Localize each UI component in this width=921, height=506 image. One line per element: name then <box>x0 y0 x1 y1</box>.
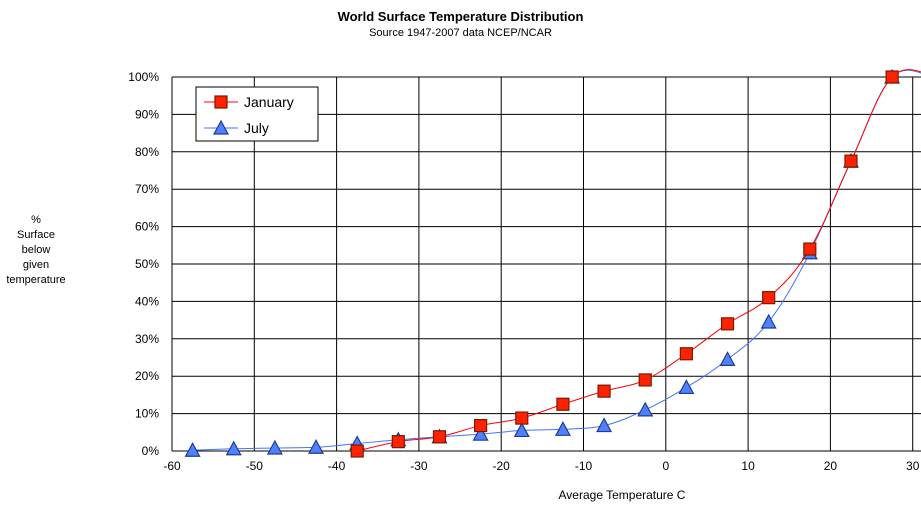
data-point-january <box>597 384 611 398</box>
legend-marker-january <box>214 95 228 109</box>
x-tick-label: -50 <box>246 459 264 473</box>
data-point-january <box>803 242 817 256</box>
y-axis-label-line: below <box>21 244 51 256</box>
data-point-july <box>266 439 283 455</box>
y-tick-label: 10% <box>135 407 159 421</box>
data-point-january <box>515 411 529 425</box>
data-point-january <box>432 430 447 444</box>
data-point-january <box>638 373 652 387</box>
y-axis-label-line: % <box>31 214 41 226</box>
data-point-january <box>391 435 405 449</box>
data-point-january <box>474 418 488 433</box>
data-point-january <box>844 154 858 168</box>
legend-marker-july <box>212 119 230 135</box>
data-point-july <box>184 441 201 457</box>
x-tick-label: 10 <box>741 459 755 473</box>
x-tick-label: -20 <box>493 459 511 473</box>
x-tick-label: -60 <box>163 459 181 473</box>
chart-subtitle: Source 1947-2007 data NCEP/NCAR <box>369 27 552 39</box>
y-axis-label: % Surface below given temperature <box>0 213 72 288</box>
y-axis-label-line: temperature <box>6 274 66 286</box>
data-point-july <box>554 421 571 436</box>
y-tick-label: 90% <box>135 107 159 121</box>
data-point-january <box>762 291 776 305</box>
y-tick-label: 30% <box>135 332 159 346</box>
data-point-july <box>719 351 736 366</box>
y-tick-label: 0% <box>142 444 160 458</box>
data-point-january <box>885 70 899 84</box>
data-point-july <box>308 438 325 454</box>
data-point-july <box>596 417 613 433</box>
x-tick-label: 0 <box>662 459 669 473</box>
y-tick-label: 100% <box>128 70 159 84</box>
data-point-january <box>350 444 364 458</box>
y-tick-label: 80% <box>135 145 159 159</box>
data-point-july <box>637 401 654 417</box>
data-point-july <box>225 440 242 456</box>
chart-title: World Surface Temperature Distribution <box>337 9 584 24</box>
data-point-july <box>760 313 777 329</box>
data-point-january <box>679 347 693 361</box>
legend-label-july: July <box>244 120 269 136</box>
y-tick-label: 40% <box>135 294 159 308</box>
legend-label-january: January <box>244 94 294 110</box>
data-point-july <box>513 422 530 438</box>
x-axis-label: Average Temperature C <box>558 488 686 502</box>
data-point-july <box>678 379 695 395</box>
series-line-january <box>357 69 921 452</box>
data-point-january <box>720 317 735 331</box>
data-point-january <box>556 397 570 411</box>
y-axis-label-line: Surface <box>17 229 55 241</box>
x-tick-label: -40 <box>328 459 346 473</box>
y-axis-label-line: given <box>22 259 50 271</box>
y-tick-label: 50% <box>135 257 159 271</box>
y-tick-label: 70% <box>135 182 159 196</box>
y-tick-label: 60% <box>135 220 159 234</box>
x-tick-label: -30 <box>410 459 428 473</box>
y-tick-label: 20% <box>135 369 159 383</box>
data-point-july <box>472 425 489 441</box>
x-tick-label: 30 <box>906 459 920 473</box>
x-tick-label: -10 <box>575 459 593 473</box>
x-tick-label: 20 <box>824 459 838 473</box>
